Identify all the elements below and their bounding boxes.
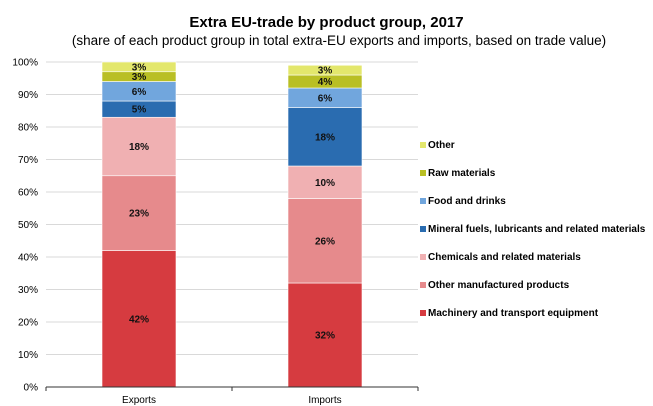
x-tick-label: Exports	[122, 395, 156, 406]
y-axis: 0% 10% 20% 30% 40% 50% 60% 70% 80% 90% 100%	[12, 58, 38, 394]
y-tick-label: 100%	[12, 58, 38, 69]
legend-label: Chemicals and related materials	[428, 252, 581, 263]
data-label: 18%	[315, 132, 335, 143]
bar-segment	[287, 282, 363, 388]
bar-segment	[287, 198, 363, 284]
legend-swatch	[420, 310, 426, 316]
chart-title: Extra EU-trade by product group, 2017	[189, 14, 464, 31]
legend-swatch	[420, 226, 426, 232]
chart-subtitle: (share of each product group in total ex…	[71, 33, 607, 48]
x-axis: Exports Imports	[45, 386, 419, 406]
legend-swatch	[420, 198, 426, 204]
legend-label: Other manufactured products	[428, 280, 570, 291]
y-tick-label: 60%	[18, 188, 38, 199]
data-label: 10%	[315, 178, 335, 189]
data-label: 26%	[315, 236, 335, 247]
y-tick-label: 90%	[18, 90, 38, 101]
bar-segment	[101, 116, 177, 177]
y-tick-label: 40%	[18, 253, 38, 264]
bar-segment	[287, 107, 363, 167]
y-tick-label: 30%	[18, 285, 38, 296]
x-tick-label: Imports	[308, 395, 341, 406]
bar-segment	[287, 165, 363, 199]
legend-label: Food and drinks	[428, 196, 506, 207]
data-label: 42%	[129, 314, 149, 325]
bar-segment	[287, 64, 363, 76]
bars: 42%23%18%5%6%3%3%32%26%10%18%6%4%3%	[101, 61, 363, 388]
y-tick-label: 80%	[18, 123, 38, 134]
data-label: 3%	[318, 66, 333, 77]
data-label: 3%	[132, 72, 147, 83]
data-label: 32%	[315, 331, 335, 342]
data-label: 3%	[132, 62, 147, 73]
legend-label: Other	[428, 140, 455, 151]
legend-swatch	[420, 170, 426, 176]
y-tick-label: 0%	[24, 383, 39, 394]
legend-label: Raw materials	[428, 168, 496, 179]
legend-label: Mineral fuels, lubricants and related ma…	[428, 224, 646, 235]
legend: Other Raw materials Food and drinks Mineral…	[420, 140, 646, 319]
data-label: 23%	[129, 209, 149, 220]
legend-swatch	[420, 142, 426, 148]
data-label: 6%	[318, 93, 333, 104]
y-tick-label: 10%	[18, 350, 38, 361]
data-label: 5%	[132, 105, 147, 116]
y-tick-label: 50%	[18, 220, 38, 231]
legend-swatch	[420, 282, 426, 288]
legend-label: Machinery and transport equipment	[428, 308, 599, 319]
data-label: 4%	[318, 77, 333, 88]
data-label: 18%	[129, 142, 149, 153]
y-tick-label: 20%	[18, 318, 38, 329]
data-label: 6%	[132, 87, 147, 98]
y-tick-label: 70%	[18, 155, 38, 166]
legend-swatch	[420, 254, 426, 260]
bar-segment	[101, 61, 177, 73]
